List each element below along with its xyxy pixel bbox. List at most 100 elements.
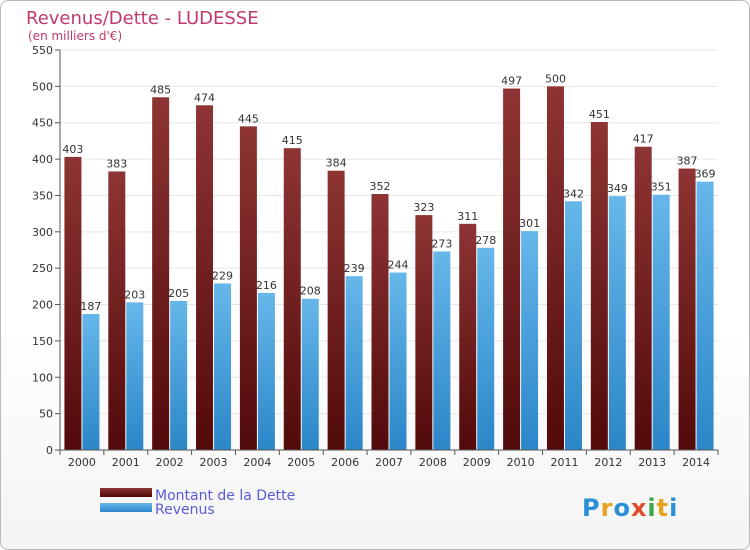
data-label-revenus: 244	[388, 259, 409, 272]
legend: Montant de la Dette Revenus	[100, 488, 295, 518]
x-tick-label: 2008	[419, 456, 447, 469]
bar-debt	[459, 223, 477, 450]
bar-revenus	[564, 201, 582, 450]
data-label-debt: 485	[150, 83, 171, 96]
data-label-revenus: 205	[168, 287, 189, 300]
chart-subtitle: (en milliers d'€)	[28, 29, 122, 43]
y-tick-label: 300	[32, 226, 53, 239]
logo-text: Proxiti	[582, 494, 678, 522]
data-label-revenus: 278	[475, 234, 496, 247]
y-tick-label: 100	[32, 371, 53, 384]
bar-revenus	[389, 272, 407, 450]
legend-swatch-revenus	[100, 503, 152, 512]
x-tick-label: 2012	[594, 456, 622, 469]
bar-debt	[590, 122, 608, 450]
x-tick-label: 2002	[156, 456, 184, 469]
data-label-debt: 403	[62, 143, 83, 156]
data-label-debt: 417	[633, 133, 654, 146]
y-tick-label: 550	[32, 44, 53, 57]
bar-debt	[634, 146, 652, 450]
y-tick-label: 350	[32, 189, 53, 202]
x-tick-label: 2010	[507, 456, 535, 469]
y-axis-ticks: 0 50 100 150 200 250 300 350 400 450 500 550	[32, 44, 60, 457]
x-tick-label: 2005	[287, 456, 315, 469]
x-tick-label: 2014	[682, 456, 710, 469]
y-tick-label: 400	[32, 153, 53, 166]
bar-debt	[503, 88, 521, 450]
legend-swatch-debt	[100, 488, 152, 497]
y-tick-label: 450	[32, 117, 53, 130]
data-label-debt: 387	[677, 155, 698, 168]
bar-revenus	[345, 276, 363, 450]
chart-title: Revenus/Dette - LUDESSE	[26, 8, 259, 29]
x-tick-label: 2001	[112, 456, 140, 469]
bar-revenus	[257, 292, 275, 450]
data-label-debt: 384	[326, 157, 347, 170]
data-label-debt: 415	[282, 134, 303, 147]
bar-debt	[371, 194, 389, 450]
legend-item-debt: Montant de la Dette	[100, 488, 295, 504]
y-tick-label: 200	[32, 299, 53, 312]
data-label-revenus: 208	[300, 285, 321, 298]
data-label-revenus: 301	[519, 217, 540, 230]
data-label-debt: 451	[589, 108, 610, 121]
data-label-debt: 383	[106, 157, 127, 170]
axes	[59, 50, 718, 451]
x-tick-label: 2009	[463, 456, 491, 469]
bar-debt	[415, 215, 433, 450]
data-label-revenus: 216	[256, 279, 277, 292]
bar-revenus	[477, 247, 495, 450]
data-label-revenus: 342	[563, 187, 584, 200]
y-tick-label: 500	[32, 80, 53, 93]
bar-revenus	[82, 314, 100, 450]
bar-debt	[108, 171, 126, 451]
bar-revenus	[433, 251, 451, 450]
x-tick-label: 2000	[68, 456, 96, 469]
data-label-debt: 352	[370, 180, 391, 193]
bar-revenus	[696, 181, 714, 451]
bar-revenus	[214, 283, 232, 450]
data-label-revenus: 187	[80, 300, 101, 313]
bar-debt	[678, 168, 696, 450]
data-label-debt: 323	[413, 201, 434, 214]
y-tick-label: 150	[32, 335, 53, 348]
data-label-revenus: 349	[607, 182, 628, 195]
data-label-revenus: 239	[344, 262, 365, 275]
bar-debt	[152, 97, 170, 450]
legend-label-debt: Montant de la Dette	[155, 488, 295, 504]
x-tick-label: 2013	[638, 456, 666, 469]
x-tick-label: 2007	[375, 456, 403, 469]
bar-debt	[327, 170, 345, 450]
bars: 403 187 383 203 485 205 474 229 445 216 415 208 384 2…	[62, 72, 716, 451]
x-tick-label: 2004	[243, 456, 271, 469]
x-axis-ticks: 2000 2001 2002 2003 2004 2005 2006 2007 2008 2009…	[59, 450, 719, 469]
bar-debt	[196, 105, 214, 450]
bar-debt	[546, 86, 564, 450]
x-tick-label: 2003	[200, 456, 228, 469]
legend-item-revenus: Revenus	[100, 502, 215, 518]
bar-revenus	[608, 196, 626, 450]
data-label-debt: 311	[457, 210, 478, 223]
x-tick-label: 2006	[331, 456, 359, 469]
bar-revenus	[521, 231, 539, 450]
x-tick-label: 2011	[550, 456, 578, 469]
data-label-debt: 500	[545, 72, 566, 85]
data-label-debt: 497	[501, 75, 522, 88]
bar-revenus	[652, 194, 670, 450]
data-label-debt: 474	[194, 91, 215, 104]
data-label-debt: 445	[238, 112, 259, 125]
data-label-revenus: 203	[124, 288, 145, 301]
data-label-revenus: 351	[651, 181, 672, 194]
bar-revenus	[170, 300, 188, 450]
y-tick-label: 250	[32, 262, 53, 275]
bar-revenus	[301, 298, 319, 450]
y-tick-label: 0	[46, 444, 53, 457]
data-label-revenus: 273	[431, 237, 452, 250]
bar-debt	[64, 156, 82, 450]
data-label-revenus: 369	[695, 168, 716, 181]
bar-debt	[283, 148, 301, 450]
proxiti-logo: Proxiti	[582, 494, 678, 522]
y-tick-label: 50	[39, 408, 53, 421]
bar-revenus	[126, 302, 144, 450]
